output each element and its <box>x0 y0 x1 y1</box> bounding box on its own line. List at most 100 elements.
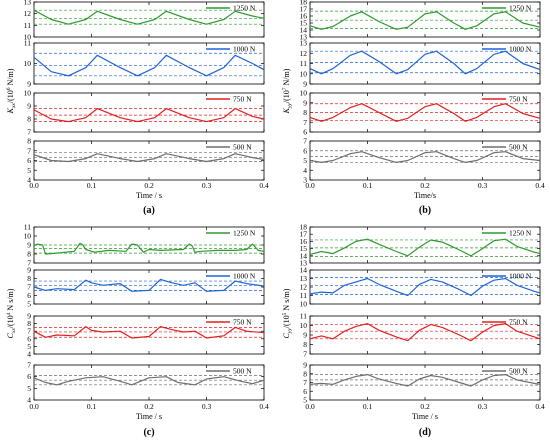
y-tick-label: 9 <box>27 241 31 250</box>
y-tick-label: 16 <box>300 237 308 246</box>
y-label-unit: N s/m) <box>282 288 291 312</box>
y-tick-label: 13 <box>300 33 308 42</box>
y-label-superscript: 5 <box>282 312 288 315</box>
y-tick-label: 13 <box>300 259 308 268</box>
y-tick-label: 5 <box>27 384 31 393</box>
y-label-subscript: xx <box>11 328 17 334</box>
y-tick-label: 7 <box>303 118 307 127</box>
x-tick-label: 0.4 <box>535 181 545 190</box>
y-tick-label: 15 <box>300 244 308 253</box>
y-tick-label: 11 <box>24 223 31 232</box>
y-tick-label: 8 <box>27 274 31 283</box>
subplot-500-n: 4 5 6 7 500 N <box>27 361 265 405</box>
x-tick-label: 0.0 <box>29 402 39 411</box>
x-tick-label: 0.3 <box>202 402 212 411</box>
legend-label: 500 N <box>509 367 528 376</box>
y-tick-label: 7 <box>27 361 31 370</box>
series-line <box>33 107 265 123</box>
panel-letter: (b) <box>419 205 431 216</box>
y-label-symbol: K <box>6 107 15 114</box>
y-tick-label: 4 <box>27 350 31 359</box>
y-tick-label: 11 <box>24 21 31 30</box>
y-tick-label: 9 <box>303 80 307 89</box>
x-tick-label: 0.3 <box>202 181 212 190</box>
y-label-superscript: 4 <box>6 312 12 315</box>
x-tick-label: 0.0 <box>305 402 315 411</box>
series-line <box>309 277 541 297</box>
legend-label: 750 N <box>233 95 252 104</box>
x-axis-label: Time / s <box>412 412 438 421</box>
series-line <box>33 54 265 77</box>
legend-label: 500 N <box>233 143 252 152</box>
y-label-unit: N/m) <box>6 68 15 87</box>
y-tick-label: 5 <box>303 396 307 405</box>
series-line <box>309 50 541 75</box>
y-label-superscript: 7 <box>282 87 288 90</box>
subplot-1000-n: 9 10 11 1000 N <box>24 39 265 89</box>
x-tick-label: 0.3 <box>478 181 488 190</box>
y-tick-label: 17 <box>300 230 308 239</box>
y-tick-label: 8 <box>303 369 307 378</box>
y-label-prefix: /(10 <box>282 315 291 328</box>
series-line <box>33 278 265 292</box>
legend-label: 1000 N <box>509 45 532 54</box>
legend-label: 750 N <box>509 318 528 327</box>
y-tick-label: 8 <box>27 115 31 124</box>
y-tick-label: 6 <box>27 334 31 343</box>
series-line <box>309 323 541 342</box>
y-tick-label: 10 <box>24 33 32 42</box>
series-line <box>309 103 541 122</box>
x-tick-label: 0.1 <box>87 181 97 190</box>
x-tick-label: 0.0 <box>305 181 315 190</box>
y-tick-label: 7 <box>27 146 31 155</box>
y-tick-label: 5 <box>27 166 31 175</box>
y-label-subscript: yy <box>287 328 293 334</box>
legend-label: 1000 N <box>509 272 532 281</box>
y-tick-label: 6 <box>27 291 31 300</box>
y-tick-label: 4 <box>303 166 307 175</box>
y-label-unit: N/m) <box>282 68 291 87</box>
y-tick-label: 12 <box>300 283 308 292</box>
y-tick-label: 18 <box>300 223 308 232</box>
y-tick-label: 13 <box>24 0 32 7</box>
y-tick-label: 6 <box>27 156 31 165</box>
y-tick-label: 14 <box>300 26 308 35</box>
y-tick-label: 8 <box>303 340 307 349</box>
y-tick-label: 11 <box>300 312 307 321</box>
y-label-prefix: /(10 <box>282 90 291 103</box>
y-tick-label: 10 <box>24 232 32 241</box>
panel-letter: (a) <box>143 205 155 216</box>
y-tick-label: 8 <box>303 108 307 117</box>
y-tick-label: 12 <box>300 49 308 58</box>
y-tick-label: 7 <box>27 283 31 292</box>
legend-label: 500 N <box>233 367 252 376</box>
series-line <box>309 374 541 387</box>
series-line <box>33 326 265 339</box>
y-tick-label: 9 <box>303 98 307 107</box>
y-tick-label: 6 <box>303 128 307 137</box>
series-line <box>309 11 541 30</box>
x-tick-label: 0.2 <box>420 181 430 190</box>
x-axis-label: Time / s <box>136 412 162 421</box>
series-line <box>33 9 265 25</box>
y-tick-label: 10 <box>300 321 308 330</box>
x-tick-label: 0.2 <box>144 402 154 411</box>
y-tick-label: 5 <box>27 342 31 351</box>
y-tick-label: 5 <box>27 300 31 309</box>
x-axis-label: Time/s <box>414 191 436 200</box>
y-label-symbol: K <box>282 107 291 114</box>
y-tick-label: 6 <box>27 372 31 381</box>
y-tick-label: 11 <box>24 39 31 48</box>
y-tick-label: 4 <box>27 176 31 185</box>
series-line <box>33 153 265 163</box>
x-tick-label: 0.4 <box>535 402 545 411</box>
y-label-unit: N s/m) <box>6 288 15 312</box>
y-tick-label: 14 <box>300 266 308 275</box>
